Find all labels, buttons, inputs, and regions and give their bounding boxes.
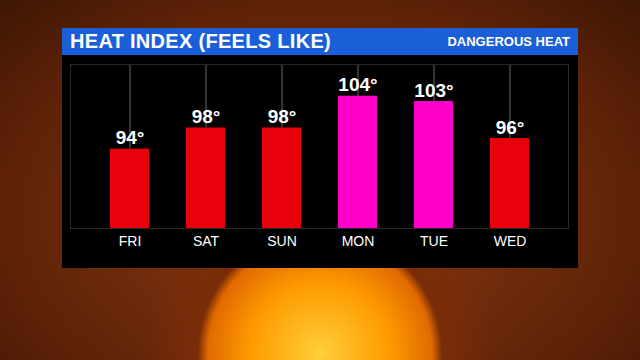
svg-text:SUN: SUN: [267, 233, 297, 249]
html-text:DANGEROUS HEAT: DANGEROUS HEAT: [447, 34, 570, 49]
svg-text:WED: WED: [494, 233, 527, 249]
svg-text:94°: 94°: [116, 127, 145, 148]
svg-text:98°: 98°: [192, 106, 221, 127]
svg-text:103°: 103°: [414, 80, 453, 101]
svg-text:96°: 96°: [496, 117, 525, 138]
svg-text:98°: 98°: [268, 106, 297, 127]
svg-text:104°: 104°: [338, 74, 377, 95]
svg-text:TUE: TUE: [420, 233, 448, 249]
html-text:HEAT INDEX (FEELS LIKE): HEAT INDEX (FEELS LIKE): [70, 30, 331, 52]
svg-text:FRI: FRI: [119, 233, 142, 249]
svg-text:SAT: SAT: [193, 233, 220, 249]
svg-text:MON: MON: [342, 233, 375, 249]
